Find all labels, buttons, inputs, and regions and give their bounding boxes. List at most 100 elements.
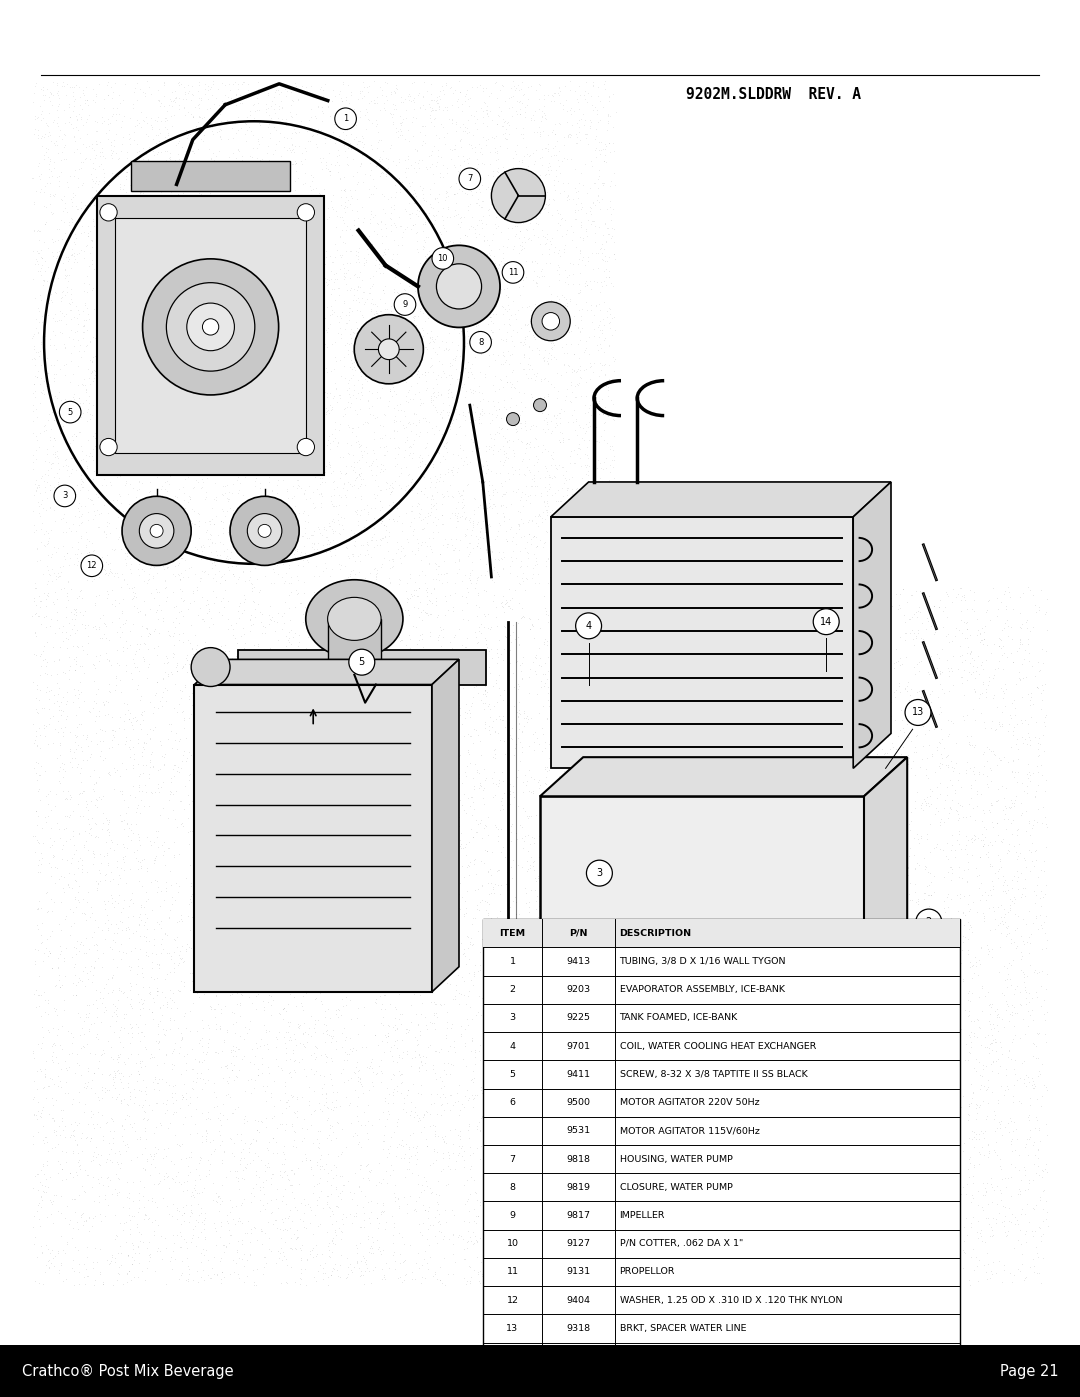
Point xyxy=(339,943,356,965)
Point xyxy=(583,471,600,493)
Point xyxy=(611,1137,629,1160)
Point xyxy=(271,407,288,429)
Point xyxy=(280,629,297,651)
Point xyxy=(281,919,298,942)
Point xyxy=(97,446,114,468)
Point xyxy=(448,358,465,380)
Point xyxy=(930,1208,947,1231)
Point xyxy=(605,826,622,848)
Point xyxy=(243,571,260,594)
Point xyxy=(380,1102,397,1125)
Point xyxy=(902,837,919,859)
Point xyxy=(571,513,589,535)
Point xyxy=(42,82,59,105)
Point xyxy=(853,1130,870,1153)
Point xyxy=(106,200,123,222)
Point xyxy=(511,1158,528,1180)
Point xyxy=(79,411,96,433)
Point xyxy=(731,902,748,925)
Point xyxy=(214,383,231,405)
Point xyxy=(877,1066,894,1088)
Point xyxy=(572,215,590,237)
Point xyxy=(464,393,482,415)
Point xyxy=(157,376,174,398)
Point xyxy=(788,718,806,740)
Point xyxy=(431,1085,448,1108)
Point xyxy=(346,356,363,379)
Point xyxy=(360,81,377,103)
Point xyxy=(1012,940,1029,963)
Point xyxy=(841,1032,859,1055)
Point xyxy=(593,236,610,258)
Point xyxy=(531,1073,549,1095)
Point xyxy=(489,391,507,414)
Point xyxy=(198,1041,215,1063)
Point xyxy=(393,115,410,137)
Point xyxy=(896,622,914,644)
Point xyxy=(823,1221,840,1243)
Point xyxy=(275,1143,293,1165)
Point xyxy=(297,331,314,353)
Point xyxy=(130,947,147,970)
Point xyxy=(318,665,335,687)
Point xyxy=(363,935,380,957)
Point xyxy=(962,1274,980,1296)
Point xyxy=(470,532,487,555)
Point xyxy=(697,1053,714,1076)
Point xyxy=(200,757,217,780)
Point xyxy=(553,284,570,306)
Point xyxy=(395,326,413,348)
Point xyxy=(141,1143,159,1165)
Point xyxy=(632,1056,649,1078)
Point xyxy=(68,460,85,482)
Point xyxy=(521,1187,538,1210)
Point xyxy=(768,809,785,831)
Point xyxy=(257,622,274,644)
Point xyxy=(810,633,827,655)
Point xyxy=(295,483,312,506)
Point xyxy=(552,408,569,430)
Point xyxy=(376,71,393,94)
Point xyxy=(383,106,401,129)
Point xyxy=(477,129,495,151)
Point xyxy=(79,502,96,524)
Point xyxy=(792,1076,809,1098)
Point xyxy=(130,1059,147,1081)
Point xyxy=(822,1065,839,1087)
Point xyxy=(327,84,345,106)
Point xyxy=(334,518,351,541)
Point xyxy=(909,1090,927,1112)
Point xyxy=(858,799,875,821)
Point xyxy=(1030,1164,1048,1186)
Point xyxy=(100,648,118,671)
Point xyxy=(632,957,649,979)
Point xyxy=(528,986,545,1009)
Point xyxy=(342,277,360,299)
Point xyxy=(1012,1260,1029,1282)
Point xyxy=(416,214,433,236)
Point xyxy=(444,1053,461,1076)
Point xyxy=(530,189,548,211)
Point xyxy=(354,126,372,148)
Point xyxy=(958,610,975,633)
Point xyxy=(285,543,302,566)
Point xyxy=(186,313,203,335)
Point xyxy=(30,502,48,524)
Point xyxy=(44,1190,62,1213)
Point xyxy=(271,383,288,405)
Point xyxy=(135,1196,152,1218)
Point xyxy=(77,613,94,636)
Point xyxy=(157,126,174,148)
Point xyxy=(300,898,318,921)
Point xyxy=(347,977,364,999)
Point xyxy=(384,1245,402,1267)
Point xyxy=(335,289,352,312)
Point xyxy=(212,634,229,657)
Point xyxy=(567,1020,584,1042)
Point xyxy=(441,645,458,668)
Point xyxy=(337,1267,354,1289)
Point xyxy=(167,246,185,268)
Point xyxy=(284,725,301,747)
Point xyxy=(320,729,337,752)
Point xyxy=(338,1042,355,1065)
